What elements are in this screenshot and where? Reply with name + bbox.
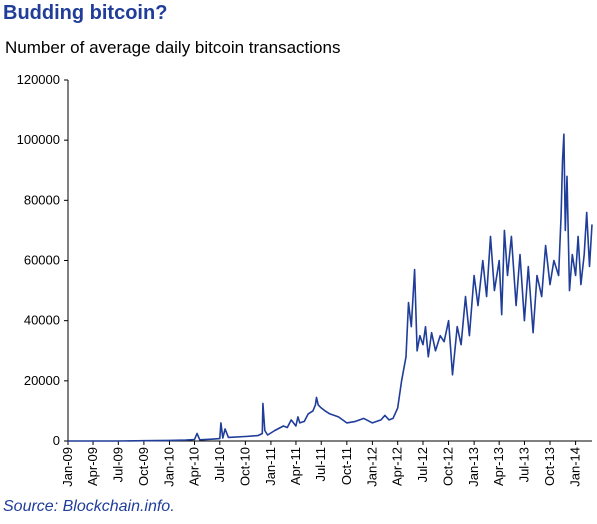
chart-title: Budding bitcoin? <box>3 2 168 24</box>
y-tick-label: 100000 <box>17 132 60 147</box>
series-line <box>68 133 593 442</box>
y-tick-label: 120000 <box>17 72 60 87</box>
x-tick-label: Apr-12 <box>390 447 405 486</box>
x-axis-labels: Jan-09 Apr-09 Jul-09 Oct-09 Jan-10 Apr-10 Jul-… <box>60 447 583 487</box>
x-tick-label: Jul-09 <box>110 447 125 482</box>
y-axis-labels: 0 20000 40000 60000 80000 100000 120000 <box>17 72 60 448</box>
x-tick-label: Jan-10 <box>161 447 176 487</box>
x-tick-label: Jan-12 <box>364 447 379 487</box>
x-tick-label: Oct-11 <box>339 447 354 485</box>
x-tick-label: Apr-09 <box>85 447 100 486</box>
y-tick-label: 20000 <box>24 373 60 388</box>
x-tick-label: Oct-09 <box>136 447 151 486</box>
x-tick-label: Jan-11 <box>263 447 278 486</box>
x-tick-label: Jan-13 <box>466 447 481 487</box>
source-note: Source: Blockchain.info. <box>3 498 175 515</box>
x-tick-label: Apr-10 <box>186 447 201 486</box>
x-tick-label: Jul-11 <box>313 447 328 481</box>
x-tick-label: Oct-10 <box>237 447 252 486</box>
x-tick-label: Apr-13 <box>491 447 506 486</box>
x-tick-label: Oct-12 <box>441 447 456 486</box>
y-tick-label: 0 <box>53 433 60 448</box>
x-tick-label: Apr-11 <box>288 447 303 485</box>
x-tick-label: Oct-13 <box>542 447 557 486</box>
y-tick-label: 80000 <box>24 192 60 207</box>
y-tick-label: 40000 <box>24 313 60 328</box>
x-tick-label: Jul-10 <box>212 447 227 482</box>
x-tick-label: Jul-13 <box>516 447 531 482</box>
x-tick-label: Jan-09 <box>60 447 75 487</box>
chart-subtitle: Number of average daily bitcoin transact… <box>5 38 341 57</box>
x-tick-label: Jul-12 <box>415 447 430 482</box>
x-tick-label: Jan-14 <box>568 447 583 487</box>
y-tick-label: 60000 <box>24 253 60 268</box>
